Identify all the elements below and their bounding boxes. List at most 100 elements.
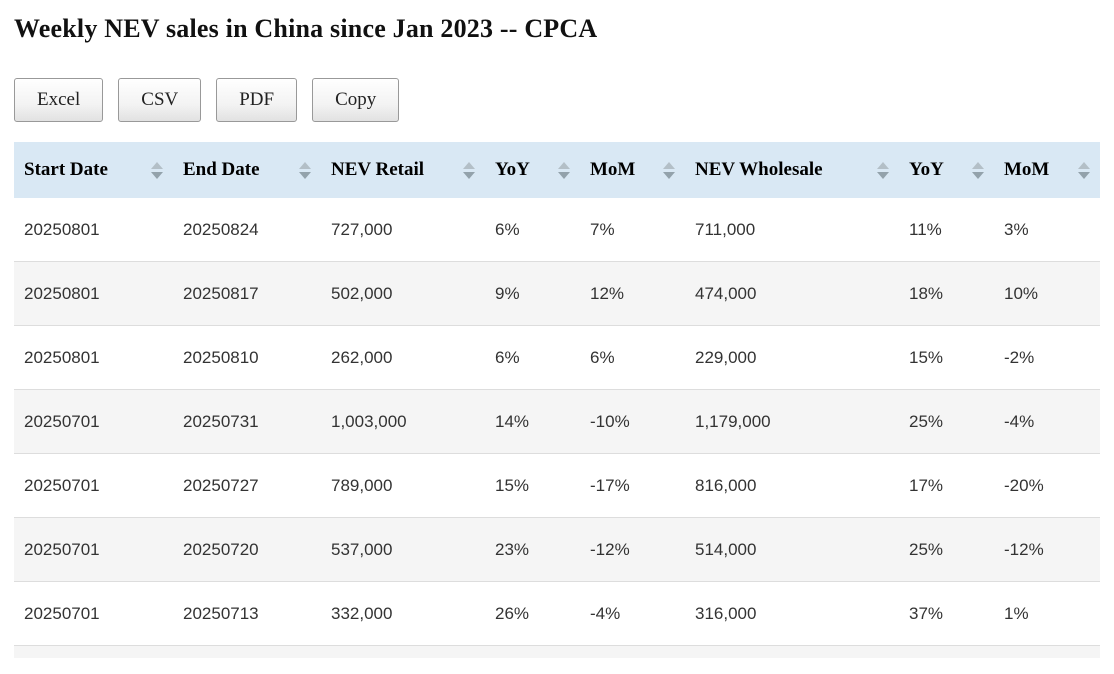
- column-header-yoy[interactable]: YoY: [899, 142, 994, 198]
- cell-yoy: 14%: [485, 389, 580, 454]
- sort-icon: [972, 161, 984, 179]
- column-header-label: YoY: [909, 159, 944, 180]
- pdf-button[interactable]: PDF: [216, 78, 298, 122]
- cell-nev-retail: 332,000: [321, 581, 485, 646]
- table-row: 20250701 20250727 789,000 15% -17% 816,000 17%…: [14, 453, 1100, 518]
- sort-asc-icon: [1078, 161, 1090, 169]
- sort-desc-icon: [463, 171, 475, 179]
- cell-nev-wholesale: 474,000: [685, 261, 899, 326]
- cell-mom: 3%: [994, 198, 1100, 262]
- page: Weekly NEV sales in China since Jan 2023…: [0, 14, 1114, 658]
- sort-desc-icon: [972, 171, 984, 179]
- column-header-end-date[interactable]: End Date: [173, 142, 321, 198]
- column-header-label: YoY: [495, 159, 530, 180]
- sort-asc-icon: [972, 161, 984, 169]
- cell-mom: -4%: [580, 581, 685, 646]
- cell-yoy: 11%: [899, 198, 994, 262]
- column-header-inner: NEV Wholesale: [695, 159, 889, 181]
- sort-desc-icon: [299, 171, 311, 179]
- column-header-mom[interactable]: MoM: [580, 142, 685, 198]
- cell-nev-wholesale: 711,000: [685, 198, 899, 262]
- table-header-row: Start Date End Date NEV Retail YoY MoM NEV Wh…: [14, 142, 1100, 198]
- cell-nev-wholesale: 229,000: [685, 325, 899, 390]
- cell-yoy: 17%: [899, 453, 994, 518]
- partial-next-row: [14, 646, 1100, 658]
- cell-nev-retail: 1,003,000: [321, 389, 485, 454]
- cell-nev-wholesale: 514,000: [685, 517, 899, 582]
- cell-end-date: 20250731: [173, 389, 321, 454]
- copy-button[interactable]: Copy: [312, 78, 400, 122]
- cell-end-date: 20250727: [173, 453, 321, 518]
- sort-desc-icon: [877, 171, 889, 179]
- cell-mom: -4%: [994, 389, 1100, 454]
- sort-desc-icon: [1078, 171, 1090, 179]
- cell-mom: -2%: [994, 325, 1100, 390]
- csv-button[interactable]: CSV: [118, 78, 202, 122]
- cell-start-date: 20250701: [14, 453, 173, 518]
- cell-yoy: 6%: [485, 198, 580, 262]
- sort-icon: [463, 161, 475, 179]
- cell-yoy: 18%: [899, 261, 994, 326]
- sort-icon: [877, 161, 889, 179]
- cell-mom: 10%: [994, 261, 1100, 326]
- cell-yoy: 6%: [485, 325, 580, 390]
- cell-nev-wholesale: 316,000: [685, 581, 899, 646]
- sort-icon: [151, 161, 163, 179]
- table-row: 20250701 20250713 332,000 26% -4% 316,000 37% 1…: [14, 581, 1100, 646]
- table-row: 20250701 20250731 1,003,000 14% -10% 1,179,00…: [14, 389, 1100, 454]
- column-header-label: Start Date: [24, 159, 108, 180]
- cell-nev-wholesale: 816,000: [685, 453, 899, 518]
- cell-nev-retail: 262,000: [321, 325, 485, 390]
- cell-nev-retail: 789,000: [321, 453, 485, 518]
- column-header-inner: YoY: [495, 159, 570, 181]
- column-header-inner: MoM: [590, 159, 675, 181]
- table-row: 20250801 20250817 502,000 9% 12% 474,000 18% 10…: [14, 261, 1100, 326]
- sort-asc-icon: [299, 161, 311, 169]
- cell-start-date: 20250701: [14, 389, 173, 454]
- page-title: Weekly NEV sales in China since Jan 2023…: [14, 14, 598, 43]
- table-body: 20250801 20250824 727,000 6% 7% 711,000 11% 3% 2…: [14, 198, 1100, 646]
- column-header-label: MoM: [590, 159, 636, 180]
- cell-end-date: 20250713: [173, 581, 321, 646]
- cell-yoy: 9%: [485, 261, 580, 326]
- cell-yoy: 15%: [485, 453, 580, 518]
- cell-mom: 6%: [580, 325, 685, 390]
- cell-mom: -17%: [580, 453, 685, 518]
- column-header-inner: NEV Retail: [331, 159, 475, 181]
- cell-mom: -12%: [994, 517, 1100, 582]
- column-header-nev-retail[interactable]: NEV Retail: [321, 142, 485, 198]
- cell-nev-retail: 727,000: [321, 198, 485, 262]
- column-header-label: NEV Wholesale: [695, 159, 823, 180]
- sort-desc-icon: [663, 171, 675, 179]
- excel-button[interactable]: Excel: [14, 78, 104, 122]
- cell-start-date: 20250801: [14, 325, 173, 390]
- sort-icon: [1078, 161, 1090, 179]
- column-header-nev-wholesale[interactable]: NEV Wholesale: [685, 142, 899, 198]
- cell-start-date: 20250701: [14, 581, 173, 646]
- cell-end-date: 20250824: [173, 198, 321, 262]
- table-row: 20250701 20250720 537,000 23% -12% 514,000 25%…: [14, 517, 1100, 582]
- table-header: Start Date End Date NEV Retail YoY MoM NEV Wh…: [14, 142, 1100, 198]
- cell-yoy: 23%: [485, 517, 580, 582]
- column-header-inner: MoM: [1004, 159, 1090, 181]
- cell-mom: -10%: [580, 389, 685, 454]
- column-header-start-date[interactable]: Start Date: [14, 142, 173, 198]
- column-header-inner: YoY: [909, 159, 984, 181]
- export-toolbar: Excel CSV PDF Copy: [14, 78, 1100, 122]
- sort-icon: [663, 161, 675, 179]
- cell-mom: -20%: [994, 453, 1100, 518]
- column-header-inner: End Date: [183, 159, 311, 181]
- cell-yoy: 15%: [899, 325, 994, 390]
- column-header-label: MoM: [1004, 159, 1050, 180]
- column-header-yoy[interactable]: YoY: [485, 142, 580, 198]
- cell-nev-retail: 537,000: [321, 517, 485, 582]
- sort-asc-icon: [663, 161, 675, 169]
- cell-start-date: 20250801: [14, 261, 173, 326]
- sort-asc-icon: [877, 161, 889, 169]
- cell-mom: -12%: [580, 517, 685, 582]
- column-header-mom[interactable]: MoM: [994, 142, 1100, 198]
- sort-icon: [299, 161, 311, 179]
- nev-sales-table: Start Date End Date NEV Retail YoY MoM NEV Wh…: [14, 142, 1100, 646]
- sort-asc-icon: [463, 161, 475, 169]
- table-row: 20250801 20250810 262,000 6% 6% 229,000 15% -2%: [14, 325, 1100, 390]
